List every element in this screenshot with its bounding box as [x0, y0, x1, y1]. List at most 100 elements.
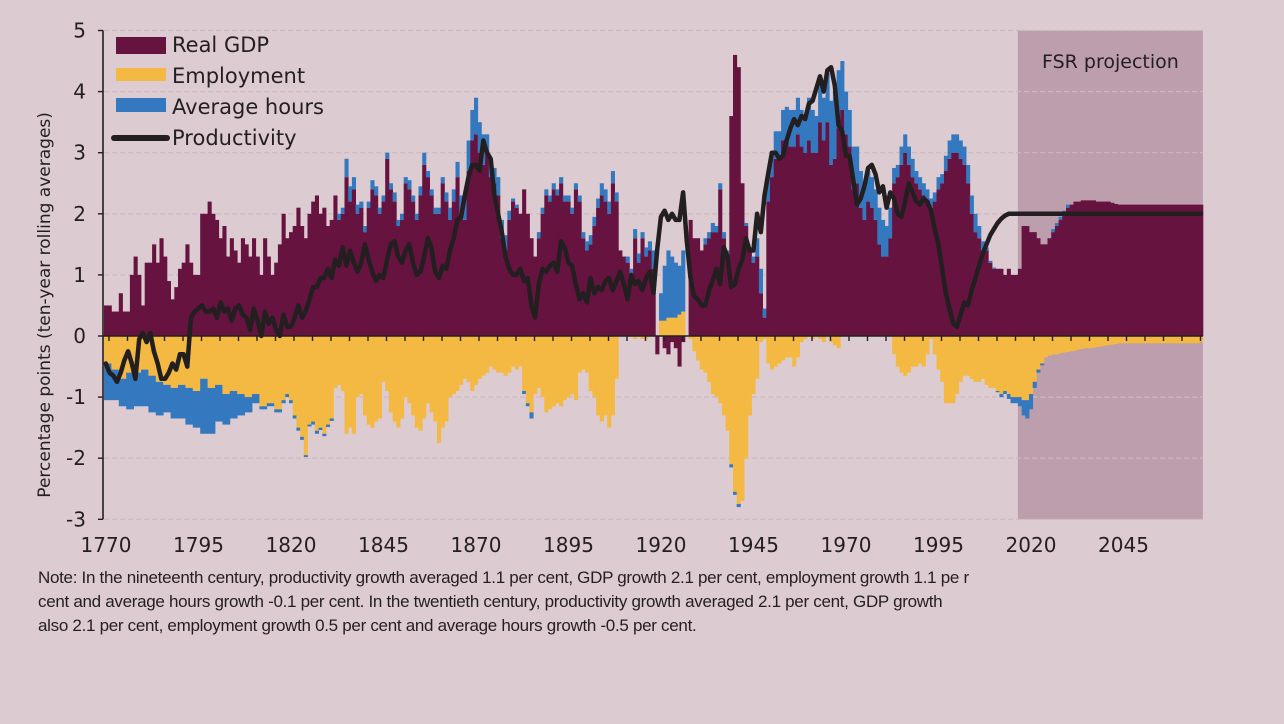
bar-employment: [1010, 336, 1015, 398]
bar-employment: [725, 336, 730, 431]
bar-real-gdp: [1058, 219, 1063, 336]
bar-employment: [1199, 336, 1204, 343]
x-tick-label: 1945: [728, 533, 779, 557]
bar-average-hours: [363, 226, 368, 233]
bar-average-hours: [307, 424, 312, 427]
x-tick-label: 1995: [913, 533, 964, 557]
bar-real-gdp: [1047, 238, 1052, 336]
bar-average-hours: [170, 387, 175, 419]
bar-average-hours: [211, 387, 216, 434]
bar-average-hours: [425, 171, 430, 178]
bar-employment: [699, 336, 704, 370]
legend-swatch-real-gdp: [116, 37, 166, 54]
bar-real-gdp: [529, 238, 534, 336]
bar-real-gdp: [152, 244, 157, 336]
bar-average-hours: [559, 177, 564, 184]
bar-average-hours: [781, 109, 786, 141]
bar-employment: [392, 336, 397, 422]
bar-employment: [514, 336, 519, 370]
bar-average-hours: [277, 409, 282, 413]
bar-employment: [966, 336, 971, 376]
bar-average-hours: [829, 100, 834, 165]
bar-employment: [440, 336, 445, 428]
bar-real-gdp: [744, 226, 749, 336]
bar-real-gdp: [610, 183, 615, 336]
bar-employment: [892, 336, 897, 355]
bar-average-hours: [1029, 394, 1034, 410]
bar-average-hours: [999, 394, 1004, 398]
bar-average-hours: [318, 427, 323, 431]
bar-average-hours: [947, 140, 952, 159]
bar-average-hours: [522, 390, 527, 395]
bar-employment: [381, 336, 386, 382]
bar-average-hours: [940, 174, 945, 184]
bar-real-gdp: [359, 207, 364, 336]
bar-average-hours: [888, 207, 893, 239]
bar-real-gdp: [466, 171, 471, 336]
bar-real-gdp: [847, 146, 852, 336]
bar-average-hours: [762, 308, 767, 318]
bar-real-gdp: [566, 201, 571, 336]
bar-real-gdp: [1184, 204, 1189, 336]
bar-average-hours: [414, 213, 419, 220]
bar-average-hours: [751, 256, 756, 263]
bar-employment: [451, 336, 456, 395]
bar-employment: [592, 336, 597, 398]
bar-employment: [777, 336, 782, 364]
bar-real-gdp: [1051, 232, 1056, 336]
bar-average-hours: [581, 232, 586, 239]
bar-average-hours: [807, 97, 812, 141]
bar-employment: [570, 336, 575, 395]
bar-real-gdp: [1173, 204, 1178, 336]
bar-average-hours: [174, 387, 179, 419]
bar-real-gdp: [980, 250, 985, 336]
bar-real-gdp: [795, 134, 800, 336]
bar-employment: [562, 336, 567, 401]
bar-real-gdp: [832, 158, 837, 336]
bar-real-gdp: [914, 183, 919, 336]
bar-average-hours: [577, 195, 582, 202]
bar-average-hours: [470, 109, 475, 141]
y-tick-label: 0: [73, 324, 86, 348]
x-tick-label: 1895: [543, 533, 594, 557]
bar-employment: [958, 336, 963, 382]
bar-real-gdp: [966, 183, 971, 336]
bar-real-gdp: [485, 152, 490, 336]
bar-average-hours: [1066, 204, 1071, 208]
bar-real-gdp: [666, 336, 671, 355]
bar-employment: [1106, 336, 1111, 346]
bar-employment: [977, 336, 982, 382]
bar-average-hours: [496, 177, 501, 196]
bar-average-hours: [821, 97, 826, 141]
bar-employment: [226, 336, 231, 395]
bar-real-gdp: [166, 281, 171, 336]
bar-real-gdp: [636, 262, 641, 336]
bar-real-gdp: [1040, 244, 1045, 336]
bar-average-hours: [329, 418, 334, 421]
bar-employment: [1128, 336, 1133, 344]
bar-employment: [603, 336, 608, 416]
bar-real-gdp: [999, 268, 1004, 336]
bar-average-hours: [222, 394, 227, 425]
bar-employment: [233, 336, 238, 391]
bar-average-hours: [862, 183, 867, 220]
bar-average-hours: [795, 97, 800, 135]
bar-real-gdp: [762, 317, 767, 336]
bar-real-gdp: [899, 164, 904, 336]
bar-employment: [1006, 336, 1011, 395]
bar-real-gdp: [1132, 204, 1137, 336]
bar-employment: [925, 336, 930, 355]
bar-employment: [111, 336, 116, 370]
bar-real-gdp: [1180, 204, 1185, 336]
bar-real-gdp: [733, 54, 738, 336]
bar-real-gdp: [462, 219, 467, 336]
bar-average-hours: [599, 183, 604, 196]
bar-employment: [292, 336, 297, 416]
bar-real-gdp: [1077, 201, 1082, 336]
bar-employment: [610, 336, 615, 416]
bar-real-gdp: [1117, 204, 1122, 336]
bar-real-gdp: [1066, 207, 1071, 336]
bar-real-gdp: [425, 177, 430, 336]
note-line-2: cent and average hours growth -0.1 per c…: [38, 592, 943, 611]
